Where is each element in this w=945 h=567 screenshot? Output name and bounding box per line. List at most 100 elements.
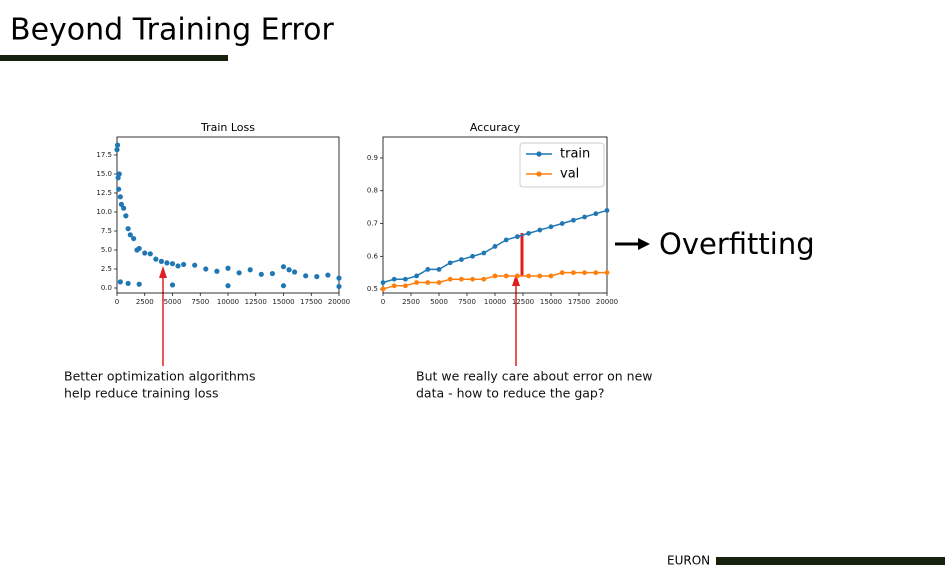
point [582, 270, 587, 276]
point [114, 142, 121, 148]
point [136, 281, 142, 287]
point [303, 273, 309, 279]
point [153, 256, 159, 262]
point [582, 214, 587, 220]
point [127, 232, 133, 238]
point [117, 194, 123, 200]
point [481, 276, 487, 282]
point [391, 276, 397, 282]
y-tick-label: 0.0 [101, 284, 112, 292]
point [286, 267, 292, 273]
x-tick-label: 15000 [272, 298, 294, 306]
y-tick-label: 0.9 [367, 154, 378, 162]
point [314, 273, 320, 280]
point [164, 260, 170, 266]
point [548, 224, 554, 230]
point [116, 186, 122, 192]
point [225, 283, 231, 289]
x-tick-label: 5000 [430, 298, 448, 306]
point [526, 230, 531, 236]
point [459, 276, 464, 282]
point [125, 226, 131, 232]
legend-dot [536, 171, 542, 177]
point [537, 273, 543, 279]
chart-title: Train Loss [200, 121, 255, 134]
point [147, 251, 153, 257]
point [118, 201, 125, 207]
point [292, 269, 298, 275]
y-tick-label: 7.5 [101, 227, 112, 235]
point [380, 286, 386, 292]
point [459, 257, 464, 262]
point [436, 267, 442, 272]
point [114, 147, 120, 153]
point [336, 275, 342, 281]
slide-title: Beyond Training Error [10, 13, 334, 48]
side-label: Overfitting [659, 227, 815, 261]
point [391, 283, 397, 289]
legend-dot [536, 151, 542, 157]
point [380, 280, 386, 285]
arrow-head [638, 238, 650, 250]
x-tick-label: 7500 [191, 298, 209, 306]
x-tick-label: 2500 [402, 298, 420, 306]
x-tick-label: 10000 [484, 298, 506, 306]
point [526, 273, 531, 279]
red-arrow-head [159, 266, 167, 278]
x-tick-label: 2500 [136, 298, 154, 306]
point [559, 270, 565, 276]
point [181, 261, 187, 268]
point [169, 282, 176, 288]
y-tick-label: 10.0 [96, 208, 112, 216]
point [192, 262, 198, 268]
x-tick-label: 12500 [512, 298, 534, 306]
point [436, 280, 442, 285]
point [214, 268, 220, 274]
y-tick-label: 15.0 [96, 170, 112, 178]
x-tick-label: 0 [381, 298, 385, 306]
point [470, 253, 475, 259]
point [269, 270, 275, 277]
x-tick-label: 7500 [458, 298, 476, 306]
point [247, 267, 253, 273]
legend-label: train [560, 147, 590, 162]
point [492, 244, 498, 249]
y-tick-label: 2.5 [101, 265, 112, 273]
point [559, 221, 565, 226]
y-tick-label: 0.6 [367, 252, 379, 260]
point [123, 213, 129, 219]
point [515, 273, 520, 279]
point [403, 276, 408, 282]
point [593, 270, 599, 276]
point [548, 273, 554, 279]
point [117, 279, 123, 285]
point [425, 267, 431, 272]
point [425, 280, 431, 285]
point [515, 234, 520, 240]
point [325, 272, 331, 278]
x-tick-label: 20000 [328, 298, 350, 306]
point [447, 276, 453, 282]
point [131, 235, 137, 242]
annotation: data - how to reduce the gap? [416, 386, 605, 401]
point [571, 270, 576, 276]
point [225, 265, 231, 271]
point [571, 217, 576, 223]
annotation: Better optimization algorithms [64, 369, 255, 384]
point [121, 205, 127, 211]
x-tick-label: 10000 [217, 298, 239, 306]
point [604, 270, 610, 276]
x-tick-label: 17500 [300, 298, 322, 306]
point [203, 266, 209, 272]
point [503, 273, 509, 279]
point [447, 260, 453, 266]
point [175, 263, 181, 269]
legend-label: val [560, 167, 579, 182]
annotation: But we really care about error on new [416, 369, 653, 384]
y-tick-label: 0.7 [367, 220, 378, 228]
annotation: help reduce training loss [64, 386, 219, 401]
point [142, 250, 148, 256]
x-tick-label: 5000 [164, 298, 182, 306]
point [414, 273, 419, 279]
